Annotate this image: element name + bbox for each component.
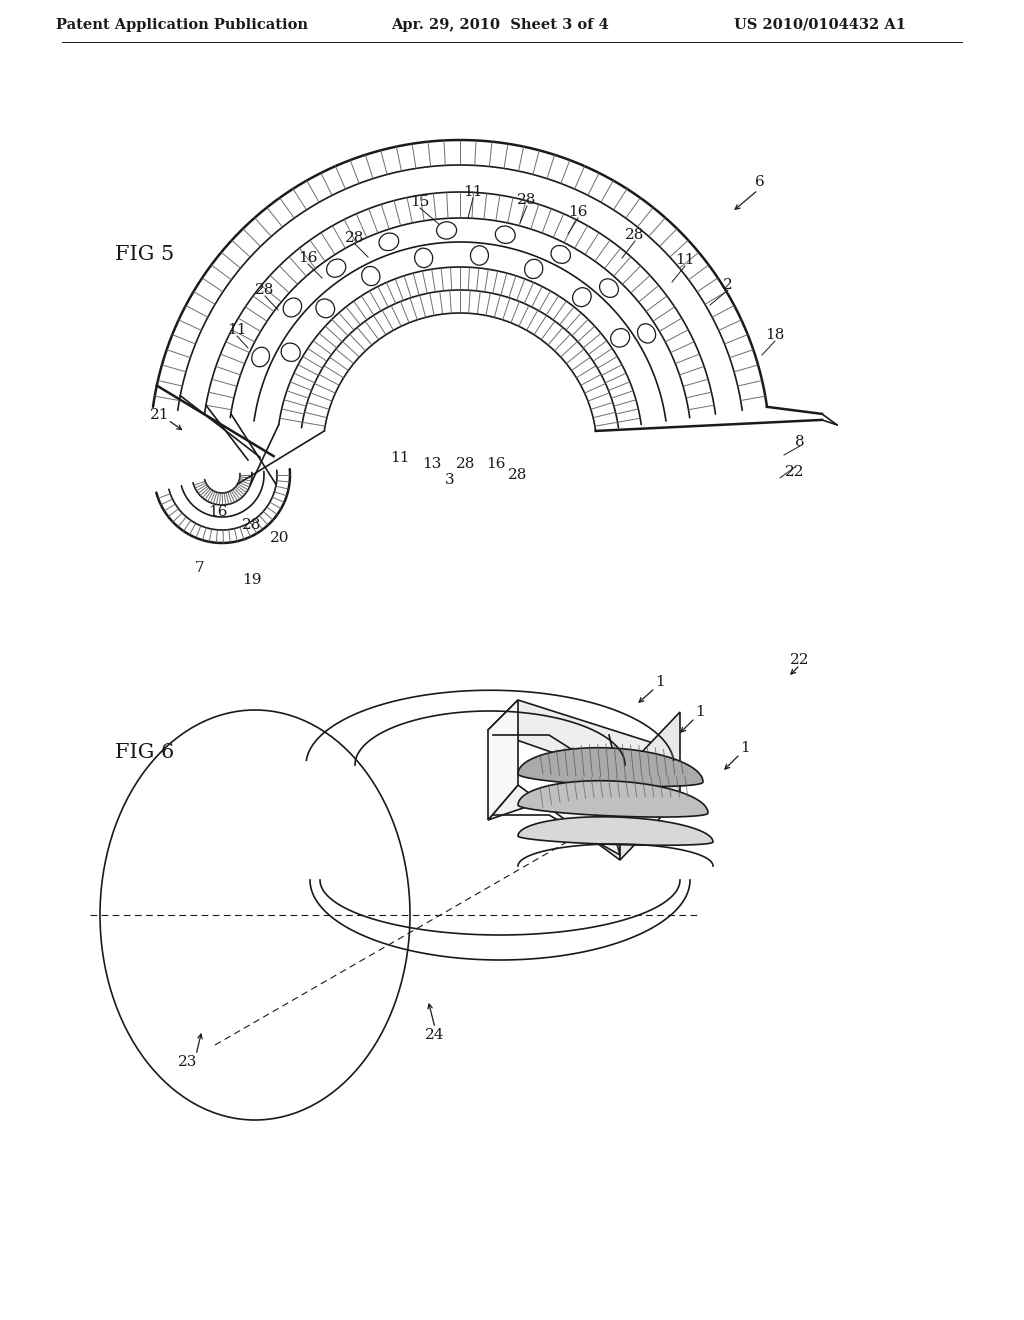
Text: Patent Application Publication: Patent Application Publication (56, 18, 308, 32)
Text: 24: 24 (425, 1028, 444, 1041)
Ellipse shape (496, 226, 515, 243)
Text: FIG 5: FIG 5 (115, 246, 174, 264)
Ellipse shape (572, 288, 591, 306)
Text: US 2010/0104432 A1: US 2010/0104432 A1 (734, 18, 906, 32)
Text: 2: 2 (723, 279, 733, 292)
Text: 6: 6 (755, 176, 765, 189)
Text: 18: 18 (765, 327, 784, 342)
Text: 19: 19 (243, 573, 262, 587)
Text: 22: 22 (791, 653, 810, 667)
Polygon shape (518, 747, 703, 787)
Ellipse shape (638, 323, 655, 343)
Text: 21: 21 (151, 408, 170, 422)
Text: 22: 22 (785, 465, 805, 479)
Ellipse shape (600, 279, 618, 297)
Text: 16: 16 (486, 457, 506, 471)
Polygon shape (488, 700, 518, 820)
Ellipse shape (379, 234, 398, 251)
Text: 13: 13 (422, 457, 441, 471)
Text: 28: 28 (626, 228, 645, 242)
Text: 28: 28 (345, 231, 365, 246)
Polygon shape (518, 817, 713, 845)
Text: FIG 6: FIG 6 (115, 742, 174, 762)
Text: 16: 16 (208, 506, 227, 519)
Text: 28: 28 (508, 469, 527, 482)
Text: 23: 23 (178, 1055, 198, 1069)
Ellipse shape (327, 259, 346, 277)
Text: Apr. 29, 2010  Sheet 3 of 4: Apr. 29, 2010 Sheet 3 of 4 (391, 18, 609, 32)
Ellipse shape (436, 222, 457, 239)
Polygon shape (488, 700, 680, 797)
Polygon shape (488, 775, 620, 861)
Text: 1: 1 (695, 705, 705, 719)
Text: 1: 1 (740, 741, 750, 755)
Text: 7: 7 (196, 561, 205, 576)
Text: 28: 28 (517, 193, 537, 207)
Text: 11: 11 (463, 185, 482, 199)
Ellipse shape (282, 343, 300, 362)
Text: 11: 11 (675, 253, 694, 267)
Ellipse shape (361, 267, 380, 285)
Ellipse shape (610, 329, 630, 347)
Text: 16: 16 (568, 205, 588, 219)
Text: 11: 11 (227, 323, 247, 337)
Text: 8: 8 (796, 436, 805, 449)
Text: 11: 11 (390, 451, 410, 465)
Text: 1: 1 (655, 675, 665, 689)
Text: 28: 28 (457, 457, 476, 471)
Polygon shape (518, 780, 708, 817)
Ellipse shape (524, 259, 543, 279)
Ellipse shape (252, 347, 269, 367)
Ellipse shape (315, 298, 335, 318)
Ellipse shape (551, 246, 570, 264)
Polygon shape (620, 711, 680, 861)
Text: 16: 16 (298, 251, 317, 265)
Ellipse shape (415, 248, 433, 268)
Ellipse shape (470, 246, 488, 265)
Text: 20: 20 (270, 531, 290, 545)
Text: 15: 15 (411, 195, 430, 209)
Ellipse shape (284, 298, 302, 317)
Text: 28: 28 (255, 282, 274, 297)
Text: 28: 28 (243, 517, 262, 532)
Text: 3: 3 (445, 473, 455, 487)
